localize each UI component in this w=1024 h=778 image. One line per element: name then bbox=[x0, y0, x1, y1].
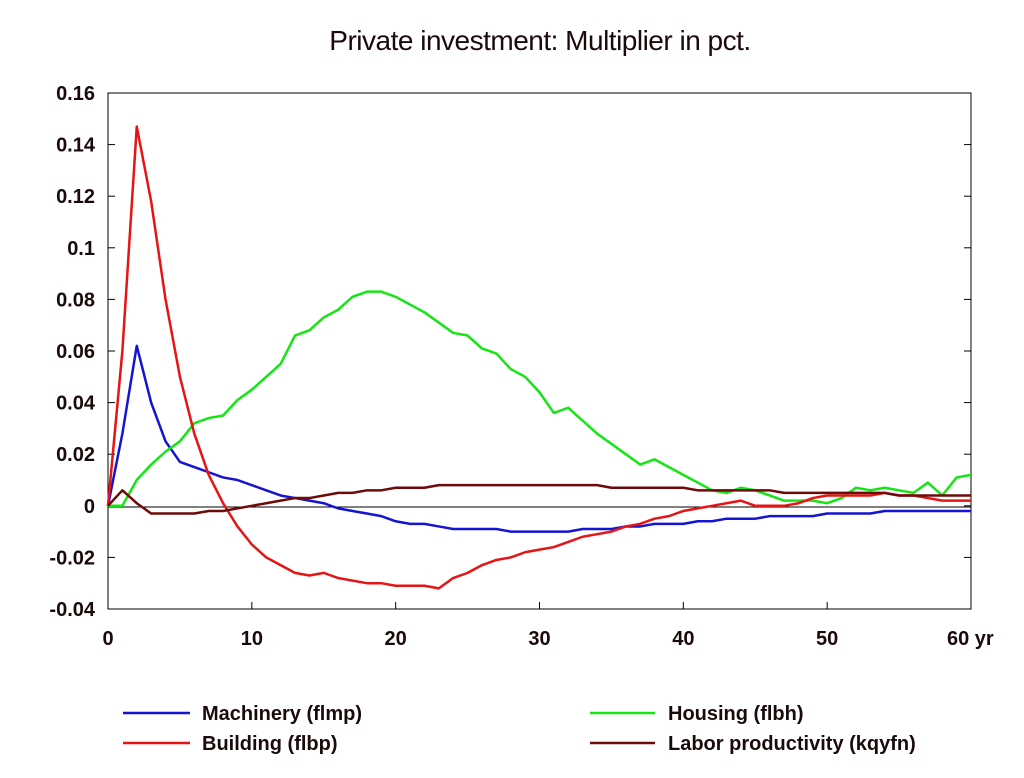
y-tick-label: 0.06 bbox=[56, 341, 95, 363]
y-tick-label: 0.12 bbox=[56, 186, 95, 208]
legend-label: Building (flbp) bbox=[202, 733, 338, 755]
x-tick-label: 30 bbox=[528, 628, 550, 650]
x-tick-label: 10 bbox=[241, 628, 263, 650]
chart-title: Private investment: Multiplier in pct. bbox=[329, 25, 750, 56]
x-tick-label: 20 bbox=[385, 628, 407, 650]
x-axis: 0 10 20 30 40 50 60 yr bbox=[102, 602, 994, 650]
y-tick-label: 0.02 bbox=[56, 444, 95, 466]
y-tick-label: 0 bbox=[84, 496, 95, 518]
x-tick-label: 50 bbox=[816, 628, 838, 650]
legend: Machinery (flmp) Housing (flbh) Building (… bbox=[123, 703, 916, 755]
series-line-3 bbox=[107, 483, 971, 515]
y-tick-label: 0.08 bbox=[56, 289, 95, 311]
y-tick-label: 0.1 bbox=[67, 238, 95, 260]
y-tick-label: -0.04 bbox=[49, 599, 95, 621]
y-tick-label: 0.14 bbox=[56, 135, 96, 157]
y-tick-label: -0.02 bbox=[49, 547, 95, 569]
legend-label: Housing (flbh) bbox=[668, 703, 804, 725]
y-tick-label: 0.04 bbox=[56, 393, 96, 415]
series-line-1 bbox=[108, 290, 972, 508]
series-line-2 bbox=[106, 125, 971, 590]
series-line-0 bbox=[106, 344, 971, 533]
x-tick-label: 0 bbox=[102, 628, 113, 650]
x-tick-label: 60 yr bbox=[947, 628, 994, 650]
series-lines bbox=[106, 125, 972, 590]
y-tick-label: 0.16 bbox=[56, 83, 95, 105]
y-axis: -0.04 -0.02 0 0.02 0.04 0.06 0.08 0.1 0.12 0.14 0.… bbox=[49, 83, 971, 621]
x-tick-label: 40 bbox=[672, 628, 694, 650]
legend-label: Labor productivity (kqyfn) bbox=[668, 733, 916, 755]
legend-label: Machinery (flmp) bbox=[202, 703, 362, 725]
